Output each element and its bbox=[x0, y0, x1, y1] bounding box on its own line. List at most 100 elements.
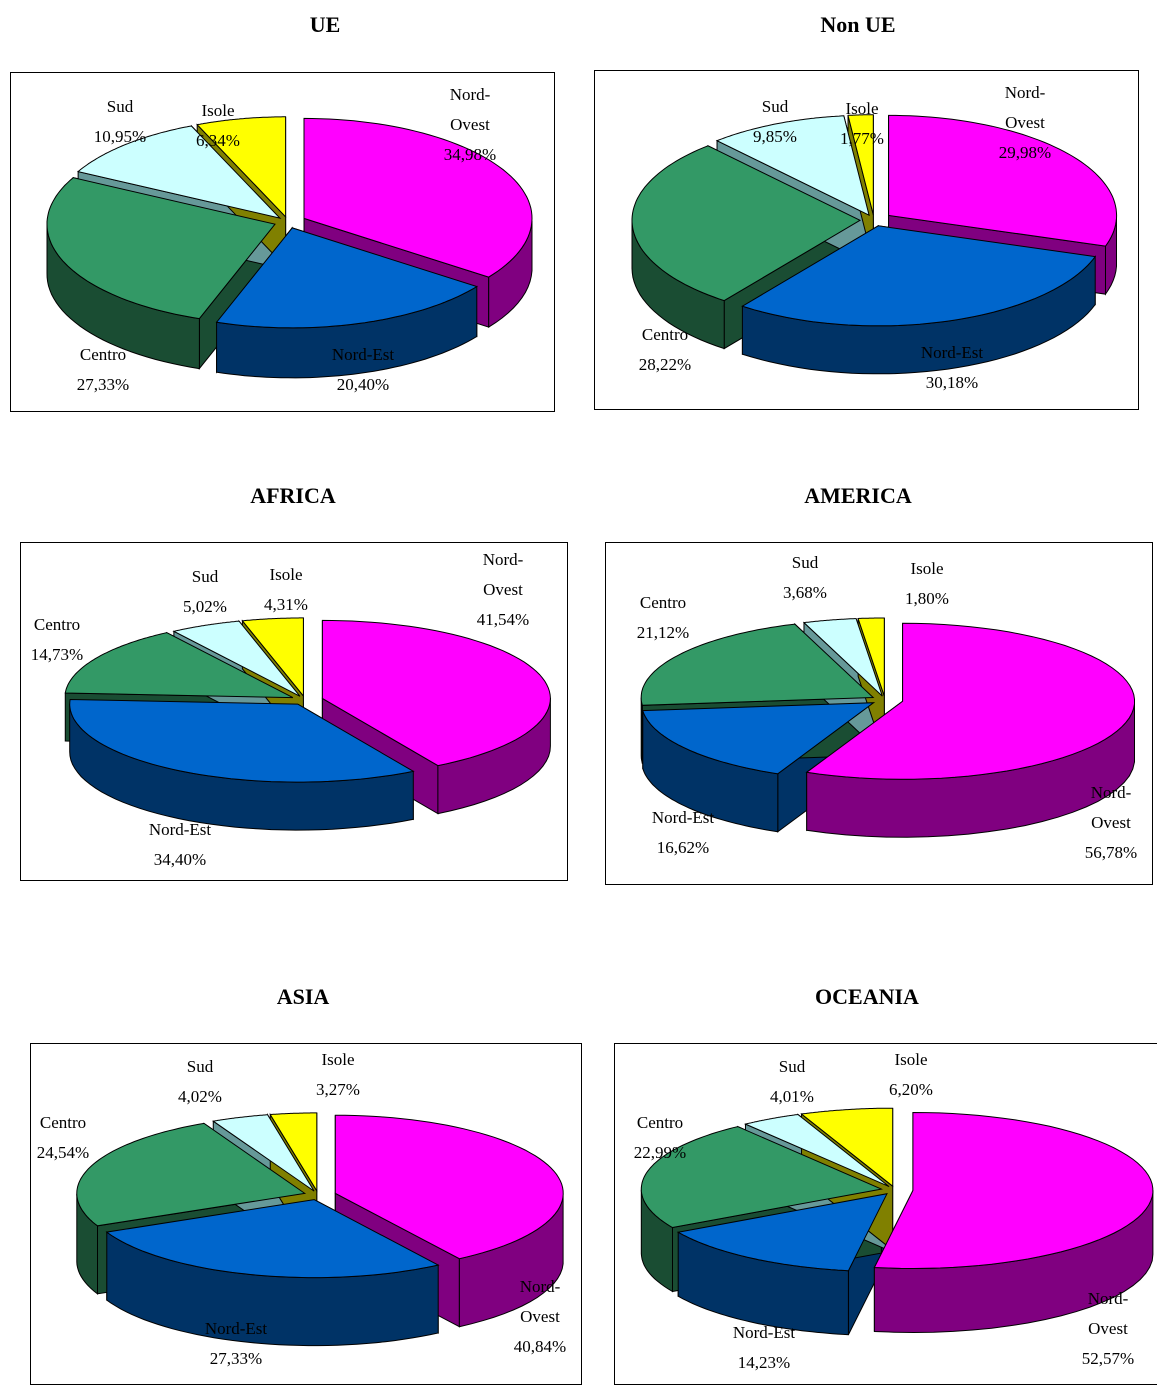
slice-name-ue-nordest: Nord-Est bbox=[331, 345, 395, 364]
pie-slice-non-ue-centro bbox=[631, 145, 862, 302]
slice-pct-non-ue-sud: 9,85% bbox=[753, 127, 797, 146]
slice-label-ue-sud: Sud 10,95% bbox=[60, 92, 180, 152]
slice-name-america-centro: Centro bbox=[639, 593, 687, 612]
slice-pct-africa-nordest: 34,40% bbox=[153, 850, 207, 869]
slice-pct-ue-isole: 6,34% bbox=[196, 131, 240, 150]
slice-pct-asia-sud: 4,02% bbox=[178, 1087, 222, 1106]
slice-pct-non-ue-centro: 28,22% bbox=[638, 355, 692, 374]
pie-slice-africa-sud bbox=[172, 620, 301, 697]
chart-title-non-ue: Non UE bbox=[820, 12, 896, 37]
slice-label-oceania-nordest: Nord-Est 14,23% bbox=[704, 1318, 824, 1378]
slice-label-oceania-nordovest: Nord- Ovest 52,57% bbox=[1048, 1284, 1157, 1374]
slice-label-america-centro: Centro 21,12% bbox=[603, 588, 723, 648]
chart-title-asia: ASIA bbox=[276, 984, 330, 1009]
pie-slice-oceania-nordest bbox=[676, 1193, 888, 1272]
slice-label-asia-nordest: Nord-Est 27,33% bbox=[176, 1314, 296, 1374]
chart-title-america: AMERICA bbox=[804, 483, 912, 508]
slice-pct-america-nordest: 16,62% bbox=[656, 838, 710, 857]
slice-name-non-ue-nordovest: Nord- bbox=[1004, 83, 1046, 102]
pie-slice-asia-centro bbox=[76, 1122, 307, 1227]
slice-pct-oceania-isole: 6,20% bbox=[889, 1080, 933, 1099]
slice-name-non-ue-nordovest: Ovest bbox=[1005, 113, 1045, 132]
slice-name-ue-isole: Isole bbox=[201, 101, 235, 120]
slice-name-non-ue-nordest: Nord-Est bbox=[920, 343, 984, 362]
slice-pct-ue-nordovest: 34,98% bbox=[443, 145, 497, 164]
slice-pct-america-centro: 21,12% bbox=[636, 623, 690, 642]
slice-label-america-nordest: Nord-Est 16,62% bbox=[623, 803, 743, 863]
slice-name-ue-centro: Centro bbox=[79, 345, 127, 364]
slice-name-non-ue-sud: Sud bbox=[761, 97, 789, 116]
slice-label-africa-isole: Isole 4,31% bbox=[226, 560, 346, 620]
chart-title-ue: UE bbox=[309, 12, 341, 37]
slice-label-africa-centro: Centro 14,73% bbox=[0, 610, 117, 670]
pie-slice-oceania-isole bbox=[800, 1107, 894, 1188]
slice-name-asia-nordovest: Nord- bbox=[519, 1277, 561, 1296]
chart-title-africa: AFRICA bbox=[250, 483, 336, 508]
slice-pct-africa-isole: 4,31% bbox=[264, 595, 308, 614]
pie-slice-ue-isole bbox=[196, 116, 287, 219]
slice-name-non-ue-isole: Isole bbox=[845, 99, 879, 118]
slice-label-oceania-centro: Centro 22,99% bbox=[600, 1108, 720, 1168]
chart-title-oceania: OCEANIA bbox=[815, 984, 919, 1009]
slice-pct-ue-nordest: 20,40% bbox=[336, 375, 390, 394]
slice-name-africa-nordest: Nord-Est bbox=[148, 820, 212, 839]
slice-name-asia-nordovest: Ovest bbox=[520, 1307, 560, 1326]
slice-pct-oceania-sud: 4,01% bbox=[770, 1087, 814, 1106]
slice-name-asia-centro: Centro bbox=[39, 1113, 87, 1132]
slice-label-ue-centro: Centro 27,33% bbox=[43, 340, 163, 400]
slice-label-africa-sud: Sud 5,02% bbox=[145, 562, 265, 622]
slice-label-africa-nordest: Nord-Est 34,40% bbox=[120, 815, 240, 875]
slice-label-africa-nordovest: Nord- Ovest 41,54% bbox=[443, 545, 563, 635]
slice-name-africa-nordovest: Nord- bbox=[482, 550, 524, 569]
slice-name-non-ue-centro: Centro bbox=[641, 325, 689, 344]
slice-pct-non-ue-nordest: 30,18% bbox=[925, 373, 979, 392]
pie-slice-ue-sud bbox=[77, 125, 282, 219]
slice-label-non-ue-centro: Centro 28,22% bbox=[605, 320, 725, 380]
slice-label-oceania-isole: Isole 6,20% bbox=[851, 1045, 971, 1105]
slice-name-oceania-centro: Centro bbox=[636, 1113, 684, 1132]
pie-slice-oceania-sud bbox=[743, 1113, 890, 1188]
slice-pct-america-isole: 1,80% bbox=[905, 589, 949, 608]
slice-label-non-ue-nordest: Nord-Est 30,18% bbox=[892, 338, 1012, 398]
slice-pct-asia-nordovest: 40,84% bbox=[513, 1337, 567, 1356]
slice-name-oceania-nordest: Nord-Est bbox=[732, 1323, 796, 1342]
slice-name-america-nordest: Nord-Est bbox=[651, 808, 715, 827]
slice-pct-asia-isole: 3,27% bbox=[316, 1080, 360, 1099]
slice-name-oceania-sud: Sud bbox=[778, 1057, 806, 1076]
slice-name-africa-sud: Sud bbox=[191, 567, 219, 586]
slice-name-ue-nordovest: Ovest bbox=[450, 115, 490, 134]
slice-pct-oceania-nordest: 14,23% bbox=[737, 1353, 791, 1372]
pie-slice-ue-nordovest bbox=[303, 117, 533, 278]
slice-name-america-nordovest: Ovest bbox=[1091, 813, 1131, 832]
slice-label-ue-nordest: Nord-Est 20,40% bbox=[303, 340, 423, 400]
slice-label-america-sud: Sud 3,68% bbox=[745, 548, 865, 608]
slice-name-africa-isole: Isole bbox=[269, 565, 303, 584]
slice-label-non-ue-sud: Sud 9,85% bbox=[715, 92, 835, 152]
slice-label-asia-isole: Isole 3,27% bbox=[278, 1045, 398, 1105]
slice-pct-non-ue-isole: 1,77% bbox=[840, 129, 884, 148]
pie-slice-america-sud bbox=[802, 618, 883, 697]
pie-slice-non-ue-nordest bbox=[741, 225, 1097, 327]
slice-label-ue-isole: Isole 6,34% bbox=[158, 96, 278, 156]
slice-pct-ue-centro: 27,33% bbox=[76, 375, 130, 394]
slice-name-oceania-isole: Isole bbox=[894, 1050, 928, 1069]
slice-pct-africa-nordovest: 41,54% bbox=[476, 610, 530, 629]
slice-label-oceania-sud: Sud 4,01% bbox=[732, 1052, 852, 1112]
slice-pct-africa-sud: 5,02% bbox=[183, 597, 227, 616]
slice-name-oceania-nordovest: Ovest bbox=[1088, 1319, 1128, 1338]
pie-slice-america-nordest bbox=[642, 702, 876, 775]
slice-pct-non-ue-nordovest: 29,98% bbox=[998, 143, 1052, 162]
slice-label-non-ue-isole: Isole 1,77% bbox=[802, 94, 922, 154]
slice-name-africa-nordovest: Ovest bbox=[483, 580, 523, 599]
pie-slice-america-nordovest bbox=[805, 622, 1135, 780]
pie-slice-oceania-centro bbox=[640, 1126, 884, 1229]
slice-name-asia-nordest: Nord-Est bbox=[204, 1319, 268, 1338]
slice-label-asia-nordovest: Nord- Ovest 40,84% bbox=[480, 1272, 600, 1362]
pie-slice-asia-isole bbox=[269, 1112, 318, 1193]
slice-label-america-isole: Isole 1,80% bbox=[867, 554, 987, 614]
pie-slice-asia-nordest bbox=[105, 1199, 440, 1279]
pie-slice-africa-centro bbox=[64, 632, 294, 699]
